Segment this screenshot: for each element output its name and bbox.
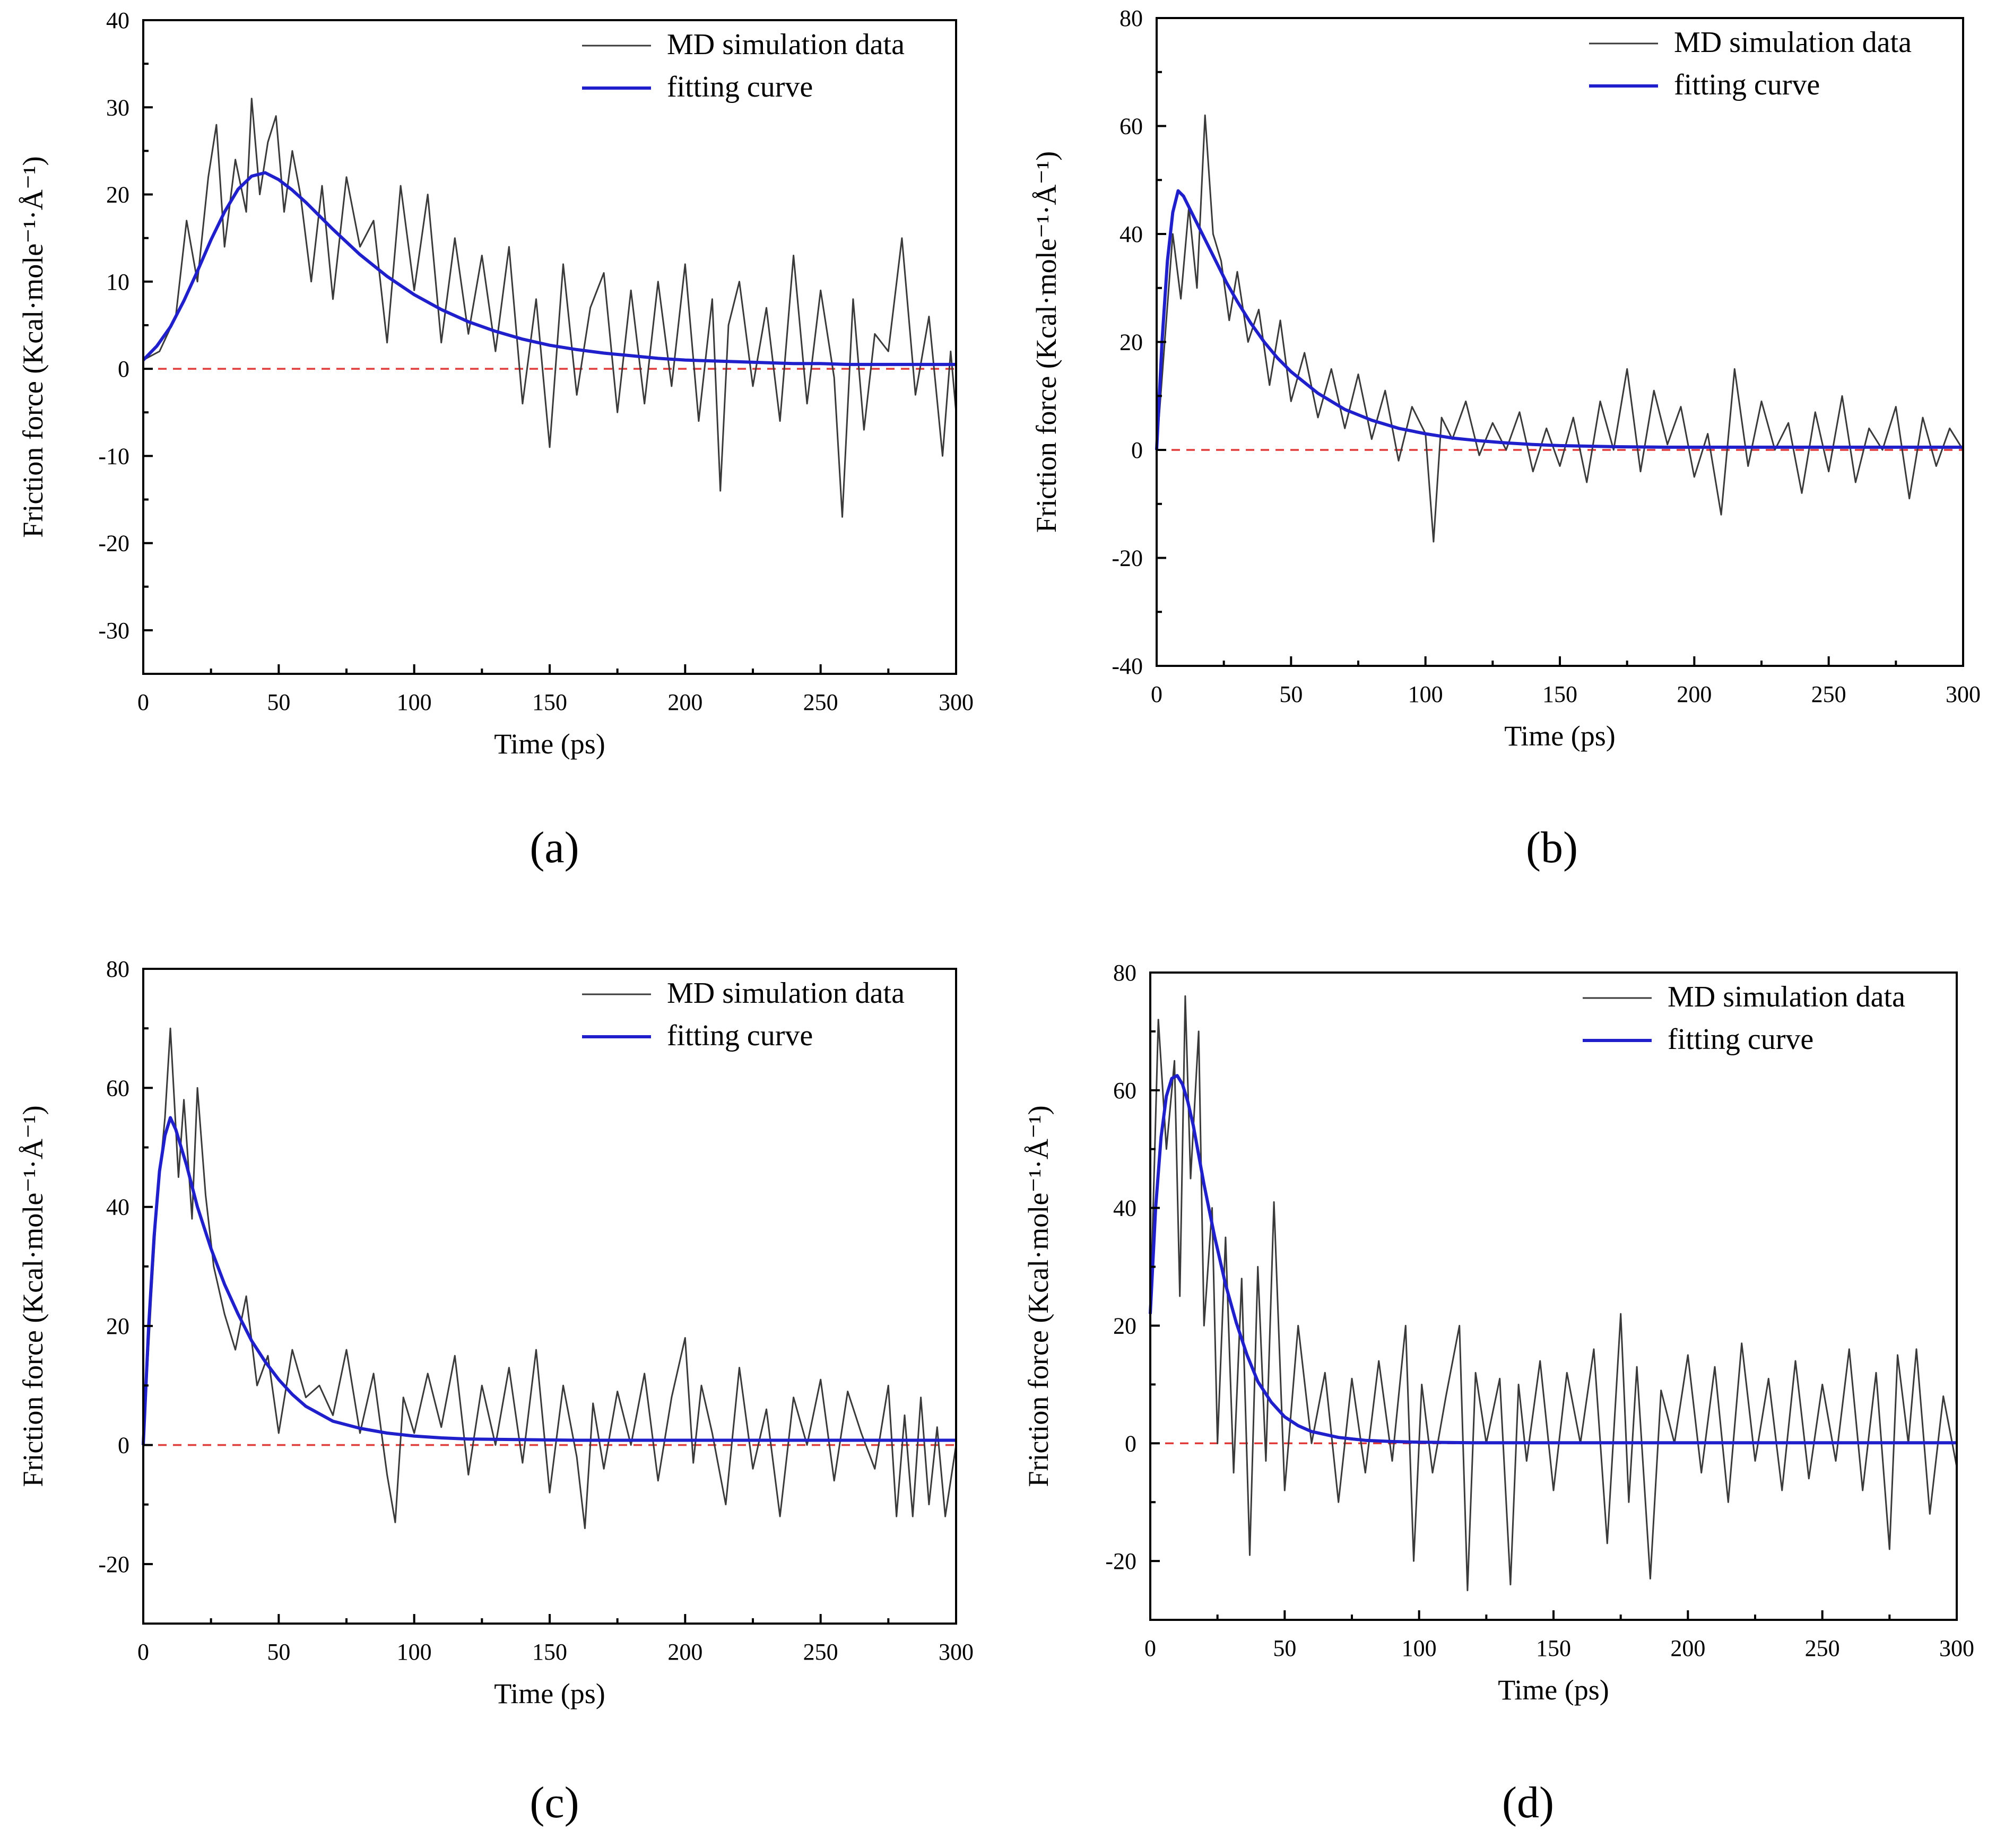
- y-tick-label: 40: [106, 7, 129, 33]
- x-tick-label: 150: [532, 689, 567, 715]
- legend-fit-label: fitting curve: [667, 71, 813, 103]
- plot-frame: [142, 19, 957, 675]
- panel-d: 0 50 100 150 200 250 300 -20 0 20 40 60 80 Time (ps) F…: [1022, 960, 1974, 1827]
- x-tick-label: 200: [667, 1639, 702, 1665]
- x-tick-label: 200: [1677, 681, 1712, 707]
- y-axis-label: Friction force (Kcal·mole⁻¹·Å⁻¹): [1022, 1105, 1054, 1487]
- y-tick-label: -30: [98, 618, 129, 644]
- legend: MD simulation data fitting curve: [1589, 26, 1912, 101]
- y-tick-label: -10: [98, 443, 129, 469]
- x-tick-label: 50: [267, 689, 290, 715]
- x-tick-label: 0: [137, 1639, 149, 1665]
- y-tick-label: 20: [1120, 329, 1143, 355]
- panel-label: (b): [1526, 823, 1578, 872]
- x-axis-label: Time (ps): [1498, 1674, 1609, 1706]
- y-tick-label: 80: [106, 956, 129, 982]
- x-tick-label: 0: [137, 689, 149, 715]
- y-tick-label: 80: [1120, 5, 1143, 31]
- y-tick-label: 60: [1113, 1078, 1136, 1104]
- legend-md-label: MD simulation data: [667, 977, 905, 1010]
- x-tick-label: 0: [1144, 1635, 1156, 1661]
- y-tick-label: 60: [106, 1075, 129, 1101]
- x-tick-label: 50: [267, 1639, 290, 1665]
- y-axis-label: Friction force (Kcal·mole⁻¹·Å⁻¹): [17, 156, 49, 537]
- x-tick-label: 100: [1402, 1635, 1437, 1661]
- x-axis-label: Time (ps): [494, 728, 605, 760]
- x-tick-label: 150: [1542, 681, 1577, 707]
- md-simulation-series: [143, 98, 957, 518]
- plot-frame: [142, 968, 957, 1625]
- x-tick-label: 200: [1670, 1635, 1705, 1661]
- legend-fit-label: fitting curve: [667, 1019, 813, 1052]
- y-axis-label: Friction force (Kcal·mole⁻¹·Å⁻¹): [1030, 151, 1062, 533]
- plot-frame: [1156, 17, 1964, 667]
- x-tick-label: 50: [1273, 1635, 1296, 1661]
- panel-label: (d): [1502, 1778, 1554, 1827]
- y-tick-label: 20: [106, 1313, 129, 1339]
- y-tick-label: 0: [118, 1432, 129, 1458]
- legend-md-label: MD simulation data: [667, 28, 905, 61]
- legend: MD simulation data fitting curve: [1583, 981, 1905, 1056]
- x-axis-label: Time (ps): [494, 1678, 605, 1710]
- legend-md-label: MD simulation data: [1668, 981, 1905, 1013]
- x-tick-label: 250: [1805, 1635, 1840, 1661]
- y-tick-label: -40: [1112, 653, 1143, 679]
- panel-label: (c): [530, 1778, 579, 1827]
- y-tick-label: 40: [1113, 1195, 1136, 1221]
- x-tick-label: 300: [1946, 681, 1981, 707]
- fitting-curve-series: [142, 171, 956, 366]
- fitting-curve-series: [1149, 1074, 1957, 1445]
- y-tick-label: -20: [1105, 1548, 1136, 1574]
- y-tick-label: -20: [1112, 545, 1143, 571]
- y-tick-label: 30: [106, 94, 129, 120]
- y-axis-label: Friction force (Kcal·mole⁻¹·Å⁻¹): [17, 1105, 49, 1487]
- y-tick-label: 0: [1131, 437, 1143, 463]
- x-tick-label: 300: [1939, 1635, 1974, 1661]
- y-tick-label: -20: [98, 1551, 129, 1577]
- x-tick-label: 300: [939, 689, 974, 715]
- md-simulation-series: [142, 1027, 957, 1529]
- x-tick-label: 150: [532, 1639, 567, 1665]
- panel-a: 0 50 100 150 200 250 300 -30 -20 -10 0 10 20 30 40 Time…: [17, 7, 974, 872]
- panel-label: (a): [530, 823, 579, 872]
- y-tick-label: 0: [1125, 1430, 1136, 1456]
- y-tick-label: 0: [118, 356, 129, 382]
- legend: MD simulation data fitting curve: [582, 28, 905, 103]
- y-tick-label: 60: [1120, 114, 1143, 140]
- legend: MD simulation data fitting curve: [582, 977, 905, 1052]
- x-tick-label: 150: [1536, 1635, 1571, 1661]
- md-simulation-series: [1149, 995, 1958, 1591]
- y-tick-label: 40: [1120, 221, 1143, 247]
- x-tick-label: 50: [1279, 681, 1303, 707]
- x-tick-label: 250: [803, 1639, 838, 1665]
- legend-md-label: MD simulation data: [1674, 26, 1912, 59]
- md-simulation-series: [1156, 114, 1964, 543]
- y-tick-label: 80: [1113, 960, 1136, 986]
- x-tick-label: 100: [397, 1639, 432, 1665]
- x-tick-label: 100: [397, 689, 432, 715]
- legend-fit-label: fitting curve: [1674, 68, 1820, 101]
- panel-c: 0 50 100 150 200 250 300 -20 0 20 40 60 80 Time (ps) F…: [17, 956, 974, 1827]
- x-axis-label: Time (ps): [1504, 720, 1616, 752]
- x-tick-label: 250: [803, 689, 838, 715]
- y-tick-label: 20: [1113, 1313, 1136, 1339]
- legend-fit-label: fitting curve: [1668, 1023, 1813, 1056]
- fitting-curve-series: [1155, 189, 1963, 450]
- fitting-curve-series: [142, 1116, 956, 1445]
- x-tick-label: 0: [1151, 681, 1162, 707]
- y-tick-label: -20: [98, 531, 129, 557]
- panel-b: 0 50 100 150 200 250 300 -40 -20 0 20 40 60 80 Time (p…: [1030, 5, 1981, 872]
- x-tick-label: 250: [1811, 681, 1846, 707]
- x-tick-label: 100: [1408, 681, 1443, 707]
- x-tick-label: 300: [939, 1639, 974, 1665]
- y-tick-label: 20: [106, 182, 129, 208]
- y-tick-label: 10: [106, 269, 129, 295]
- x-tick-label: 200: [667, 689, 702, 715]
- y-tick-label: 40: [106, 1194, 129, 1220]
